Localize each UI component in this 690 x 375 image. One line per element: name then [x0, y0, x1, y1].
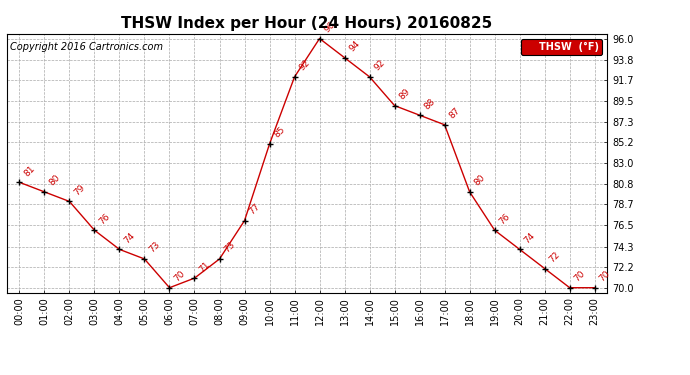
Text: 70: 70 — [573, 269, 587, 284]
Legend: THSW  (°F): THSW (°F) — [521, 39, 602, 54]
Text: 76: 76 — [97, 211, 112, 226]
Text: 72: 72 — [547, 250, 562, 264]
Text: 70: 70 — [172, 269, 187, 284]
Text: 71: 71 — [197, 260, 212, 274]
Text: 87: 87 — [447, 106, 462, 121]
Text: 70: 70 — [598, 269, 612, 284]
Text: 80: 80 — [473, 173, 487, 188]
Text: 92: 92 — [297, 58, 312, 73]
Text: 76: 76 — [497, 211, 512, 226]
Text: 81: 81 — [22, 164, 37, 178]
Text: Copyright 2016 Cartronics.com: Copyright 2016 Cartronics.com — [10, 42, 163, 51]
Title: THSW Index per Hour (24 Hours) 20160825: THSW Index per Hour (24 Hours) 20160825 — [121, 16, 493, 31]
Text: 85: 85 — [273, 125, 287, 140]
Text: 74: 74 — [522, 231, 537, 245]
Text: 79: 79 — [72, 183, 87, 197]
Text: 73: 73 — [147, 240, 161, 255]
Text: 74: 74 — [122, 231, 137, 245]
Text: 73: 73 — [222, 240, 237, 255]
Text: 77: 77 — [247, 202, 262, 216]
Text: 88: 88 — [422, 96, 437, 111]
Text: 92: 92 — [373, 58, 387, 73]
Text: 80: 80 — [47, 173, 61, 188]
Text: 89: 89 — [397, 87, 412, 102]
Text: 94: 94 — [347, 39, 362, 54]
Text: 96: 96 — [322, 20, 337, 34]
